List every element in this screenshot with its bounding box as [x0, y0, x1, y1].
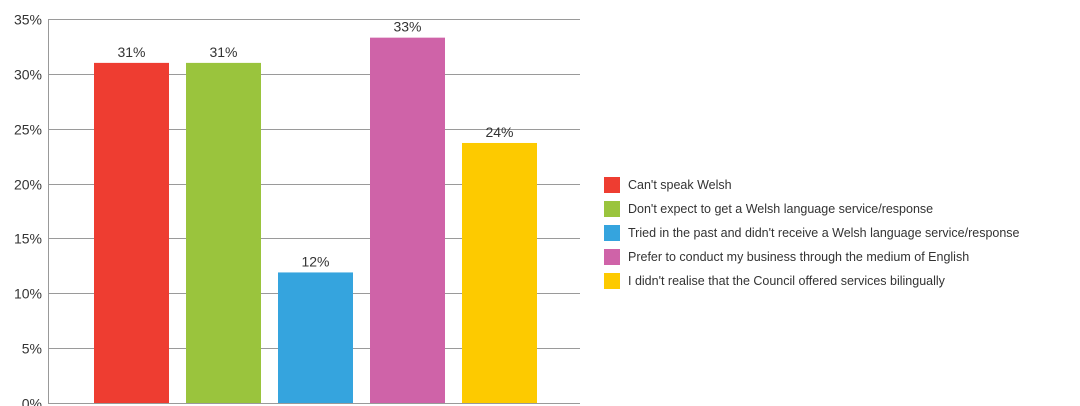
y-tick-label: 25%: [14, 122, 42, 138]
legend-swatch: [604, 177, 620, 193]
y-tick-label: 10%: [14, 286, 42, 302]
bar-value-label: 33%: [393, 19, 421, 35]
y-tick-label: 35%: [14, 12, 42, 28]
data-labels: 31% 31% 12% 33% 24%: [117, 19, 513, 270]
legend-swatch: [604, 225, 620, 241]
legend-label: I didn't realise that the Council offere…: [628, 274, 945, 288]
bar: [278, 272, 353, 403]
y-axis-ticks: 0% 5% 10% 15% 20% 25% 30% 35%: [14, 12, 42, 406]
legend-label: Don't expect to get a Welsh language ser…: [628, 202, 934, 216]
legend-label: Can't speak Welsh: [628, 178, 732, 192]
legend-item: I didn't realise that the Council offere…: [604, 269, 1020, 293]
bar: [462, 142, 537, 403]
y-tick-label: 15%: [14, 231, 42, 247]
bar: [370, 37, 445, 403]
bar-value-label: 12%: [301, 253, 329, 269]
bars: [94, 37, 537, 404]
y-tick-label: 5%: [22, 341, 42, 357]
y-tick-label: 30%: [14, 67, 42, 83]
legend-item: Prefer to conduct my business through th…: [604, 245, 1020, 269]
legend-swatch: [604, 249, 620, 265]
bar-value-label: 24%: [485, 124, 513, 140]
legend-item: Can't speak Welsh: [604, 173, 1020, 197]
legend-swatch: [604, 201, 620, 217]
legend-label: Prefer to conduct my business through th…: [628, 250, 970, 264]
bar: [186, 62, 261, 404]
legend-label: Tried in the past and didn't receive a W…: [628, 226, 1020, 240]
y-tick-label: 0%: [22, 396, 42, 406]
bar-value-label: 31%: [117, 44, 145, 60]
legend-swatch: [604, 273, 620, 289]
legend-item: Don't expect to get a Welsh language ser…: [604, 197, 1020, 221]
bar-value-label: 31%: [209, 44, 237, 60]
legend-item: Tried in the past and didn't receive a W…: [604, 221, 1020, 245]
y-tick-label: 20%: [14, 177, 42, 193]
bar: [94, 62, 169, 404]
legend: Can't speak Welsh Don't expect to get a W…: [604, 173, 1020, 293]
